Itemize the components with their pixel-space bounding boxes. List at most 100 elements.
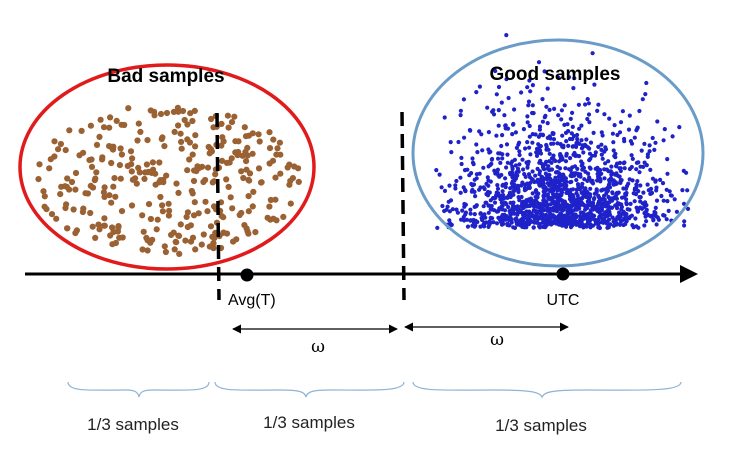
bad-sample-dot bbox=[245, 132, 252, 139]
good-sample-dot bbox=[512, 188, 517, 193]
good-sample-dot bbox=[634, 182, 639, 187]
good-sample-dot bbox=[637, 206, 642, 211]
good-sample-dot bbox=[540, 206, 546, 211]
good-sample-dot bbox=[571, 86, 576, 91]
good-sample-dot bbox=[486, 210, 491, 215]
good-sample-dot bbox=[604, 221, 610, 226]
good-sample-dot bbox=[603, 214, 608, 219]
good-sample-dot bbox=[501, 215, 506, 220]
bad-sample-dot bbox=[107, 232, 114, 239]
bad-sample-dot bbox=[133, 180, 140, 187]
good-sample-dot bbox=[559, 117, 564, 122]
omega-left-label: ω bbox=[311, 337, 325, 357]
good-sample-dot bbox=[571, 217, 576, 222]
good-samples-label: Good samples bbox=[490, 64, 621, 85]
bad-sample-dot bbox=[266, 145, 274, 152]
good-sample-dot bbox=[485, 189, 491, 195]
bad-sample-dot bbox=[193, 168, 200, 175]
bad-sample-dot bbox=[64, 225, 71, 232]
good-sample-dot bbox=[612, 153, 617, 159]
good-sample-dot bbox=[558, 211, 563, 216]
good-sample-dot bbox=[511, 107, 517, 112]
good-sample-dot bbox=[652, 209, 657, 215]
bad-sample-dot bbox=[46, 165, 53, 172]
good-sample-dot bbox=[550, 192, 556, 197]
good-sample-dot bbox=[650, 213, 655, 218]
good-sample-dot bbox=[528, 89, 533, 94]
good-sample-dot bbox=[609, 172, 614, 177]
good-sample-dot bbox=[492, 200, 498, 205]
good-sample-dot bbox=[529, 176, 534, 182]
bad-sample-dot bbox=[243, 166, 250, 173]
bad-sample-dot bbox=[72, 186, 79, 193]
bad-sample-dot bbox=[63, 201, 70, 208]
good-sample-dot bbox=[658, 177, 663, 182]
good-sample-dot bbox=[607, 185, 613, 190]
bad-sample-dot bbox=[190, 212, 198, 219]
good-sample-dot bbox=[483, 200, 488, 205]
bad-sample-dot bbox=[156, 179, 163, 186]
bad-sample-dot bbox=[117, 175, 124, 182]
bad-sample-dot bbox=[192, 132, 199, 139]
bad-sample-dot bbox=[187, 222, 194, 229]
good-sample-dot bbox=[495, 167, 500, 172]
good-sample-dot bbox=[482, 186, 487, 192]
bad-sample-dot bbox=[57, 191, 64, 198]
bad-sample-dot bbox=[166, 207, 173, 214]
good-sample-dot bbox=[534, 153, 540, 158]
good-sample-dot bbox=[484, 181, 489, 186]
good-sample-dot bbox=[610, 190, 615, 195]
good-sample-dot bbox=[528, 152, 533, 157]
good-sample-dot bbox=[607, 212, 613, 217]
good-sample-dot bbox=[579, 146, 585, 151]
good-sample-dot bbox=[636, 225, 641, 230]
bad-sample-dot bbox=[183, 213, 190, 220]
bad-sample-dot bbox=[284, 164, 291, 171]
good-sample-dot bbox=[540, 97, 545, 102]
good-sample-dot bbox=[539, 175, 544, 180]
good-sample-dot bbox=[637, 108, 642, 114]
good-sample-dot bbox=[588, 186, 593, 191]
good-sample-dot bbox=[480, 215, 485, 220]
bad-sample-dot bbox=[163, 109, 171, 117]
bad-sample-dot bbox=[141, 175, 148, 182]
bad-sample-dot bbox=[106, 192, 113, 199]
good-sample-dot bbox=[615, 215, 620, 220]
good-sample-dot bbox=[526, 99, 532, 104]
good-sample-dot bbox=[518, 217, 524, 222]
good-sample-dot bbox=[575, 166, 580, 171]
good-sample-dot bbox=[583, 205, 589, 211]
good-sample-dot bbox=[531, 225, 536, 230]
good-sample-dot bbox=[546, 164, 551, 169]
good-sample-dot bbox=[682, 219, 687, 224]
bad-sample-dot bbox=[181, 116, 188, 124]
good-sample-dot bbox=[498, 160, 503, 165]
good-sample-dot bbox=[478, 224, 483, 229]
good-sample-dot bbox=[620, 109, 626, 114]
good-sample-dot bbox=[670, 134, 675, 139]
good-sample-dot bbox=[581, 194, 586, 199]
bad-sample-dot bbox=[110, 183, 117, 190]
good-sample-dot bbox=[503, 200, 508, 205]
bad-sample-dot bbox=[144, 137, 151, 144]
good-sample-dot bbox=[580, 161, 585, 166]
good-sample-dot bbox=[558, 192, 563, 197]
bad-sample-dot bbox=[252, 229, 259, 236]
good-sample-dot bbox=[548, 196, 553, 201]
good-sample-dot bbox=[542, 69, 547, 74]
bad-sample-dot bbox=[140, 228, 147, 235]
good-sample-dot bbox=[468, 207, 473, 212]
bad-sample-dot bbox=[277, 170, 284, 177]
good-sample-dot bbox=[615, 191, 620, 196]
good-sample-dot bbox=[540, 132, 545, 137]
good-sample-dot bbox=[547, 151, 552, 156]
good-sample-dot bbox=[530, 110, 535, 116]
bad-sample-dot bbox=[249, 150, 256, 157]
good-sample-dot bbox=[553, 177, 558, 182]
good-sample-dot bbox=[602, 167, 607, 172]
bad-sample-dot bbox=[165, 212, 172, 219]
bad-sample-dot bbox=[208, 115, 215, 123]
good-sample-dot bbox=[545, 192, 550, 198]
good-sample-dot bbox=[623, 191, 628, 196]
